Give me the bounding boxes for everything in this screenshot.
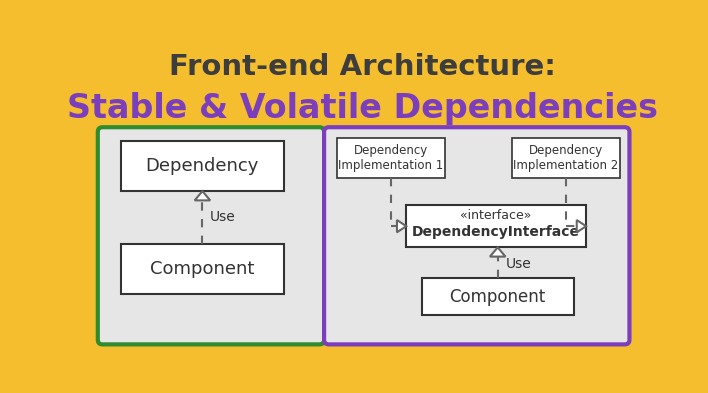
Text: Use: Use xyxy=(506,257,531,271)
FancyBboxPatch shape xyxy=(336,138,445,178)
Text: Stable & Volatile Dependencies: Stable & Volatile Dependencies xyxy=(67,92,658,125)
Polygon shape xyxy=(195,191,210,200)
FancyBboxPatch shape xyxy=(512,138,620,178)
Text: Dependency
Implementation 1: Dependency Implementation 1 xyxy=(338,144,443,172)
Text: DependencyInterface: DependencyInterface xyxy=(412,225,580,239)
Polygon shape xyxy=(577,220,586,232)
Text: Dependency
Implementation 2: Dependency Implementation 2 xyxy=(513,144,619,172)
FancyBboxPatch shape xyxy=(121,141,284,191)
Polygon shape xyxy=(397,220,406,232)
FancyBboxPatch shape xyxy=(98,127,324,344)
Text: «interface»: «interface» xyxy=(460,209,532,222)
Text: Use: Use xyxy=(210,210,236,224)
Text: Component: Component xyxy=(150,259,255,277)
FancyBboxPatch shape xyxy=(121,244,284,294)
Text: Dependency: Dependency xyxy=(146,157,259,175)
Text: Component: Component xyxy=(450,288,546,306)
FancyBboxPatch shape xyxy=(406,205,586,247)
FancyBboxPatch shape xyxy=(324,127,629,344)
Polygon shape xyxy=(490,247,506,257)
FancyBboxPatch shape xyxy=(422,278,573,315)
Text: Front-end Architecture:: Front-end Architecture: xyxy=(169,53,556,81)
